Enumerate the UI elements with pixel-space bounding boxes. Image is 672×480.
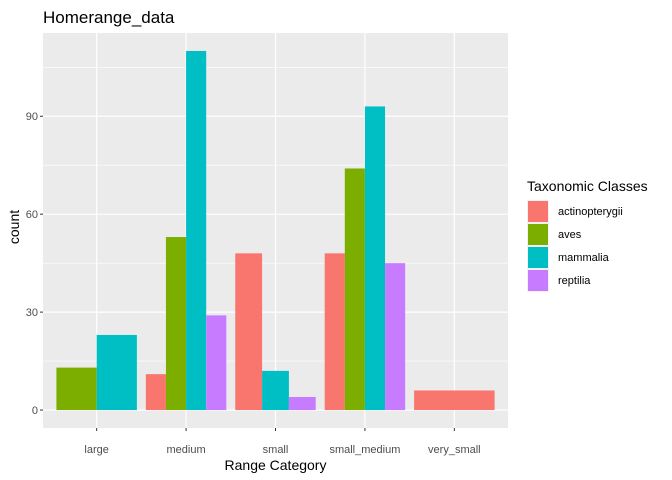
bar-large-mammalia	[96, 334, 137, 411]
y-tick-label: 0	[32, 405, 38, 417]
legend: Taxonomic Classes actinopterygii aves mamm…	[527, 178, 648, 292]
bar-medium-aves	[165, 237, 187, 411]
bar-small-medium-mammalia	[364, 106, 386, 411]
bar-medium-mammalia	[186, 50, 207, 411]
y-axis-title: count	[6, 210, 22, 244]
y-tick-label: 60	[26, 209, 38, 221]
y-tick-label: 90	[26, 111, 38, 123]
bar-small-reptilia	[288, 396, 316, 411]
bar-small-medium-reptilia	[385, 263, 406, 411]
bar-small-medium-aves	[344, 168, 365, 411]
bar-medium-reptilia	[206, 315, 227, 411]
legend-swatch-reptilia	[528, 270, 548, 291]
x-tick-label: large	[84, 444, 108, 456]
bar-large-aves	[56, 367, 97, 411]
x-tick-label: small_medium	[329, 444, 400, 456]
x-axis-title: Range Category	[225, 457, 327, 473]
plot-panel: 0 30 60 90 large medium small small_medium very_…	[26, 33, 508, 456]
legend-swatch-aves	[528, 224, 548, 245]
bar-small-actinopterygii	[235, 253, 263, 411]
chart-title: Homerange_data	[43, 8, 175, 27]
y-tick-label: 30	[26, 307, 38, 319]
legend-swatch-mammalia	[528, 247, 548, 268]
legend-label-reptilia: reptilia	[558, 275, 591, 287]
x-tick-label: small	[263, 444, 289, 456]
legend-label-mammalia: mammalia	[558, 252, 610, 264]
bar-small-medium-actinopterygii	[324, 253, 345, 411]
bar-very-small-actinopterygii	[414, 390, 495, 411]
legend-swatch-actinopterygii	[528, 201, 548, 222]
x-tick-label: very_small	[428, 444, 481, 456]
legend-label-actinopterygii: actinopterygii	[558, 206, 623, 218]
legend-title: Taxonomic Classes	[527, 178, 648, 194]
x-tick-label: medium	[167, 444, 206, 456]
legend-label-aves: aves	[558, 229, 582, 241]
bar-medium-actinopterygii	[145, 374, 166, 411]
bar-small-mammalia	[262, 370, 289, 411]
